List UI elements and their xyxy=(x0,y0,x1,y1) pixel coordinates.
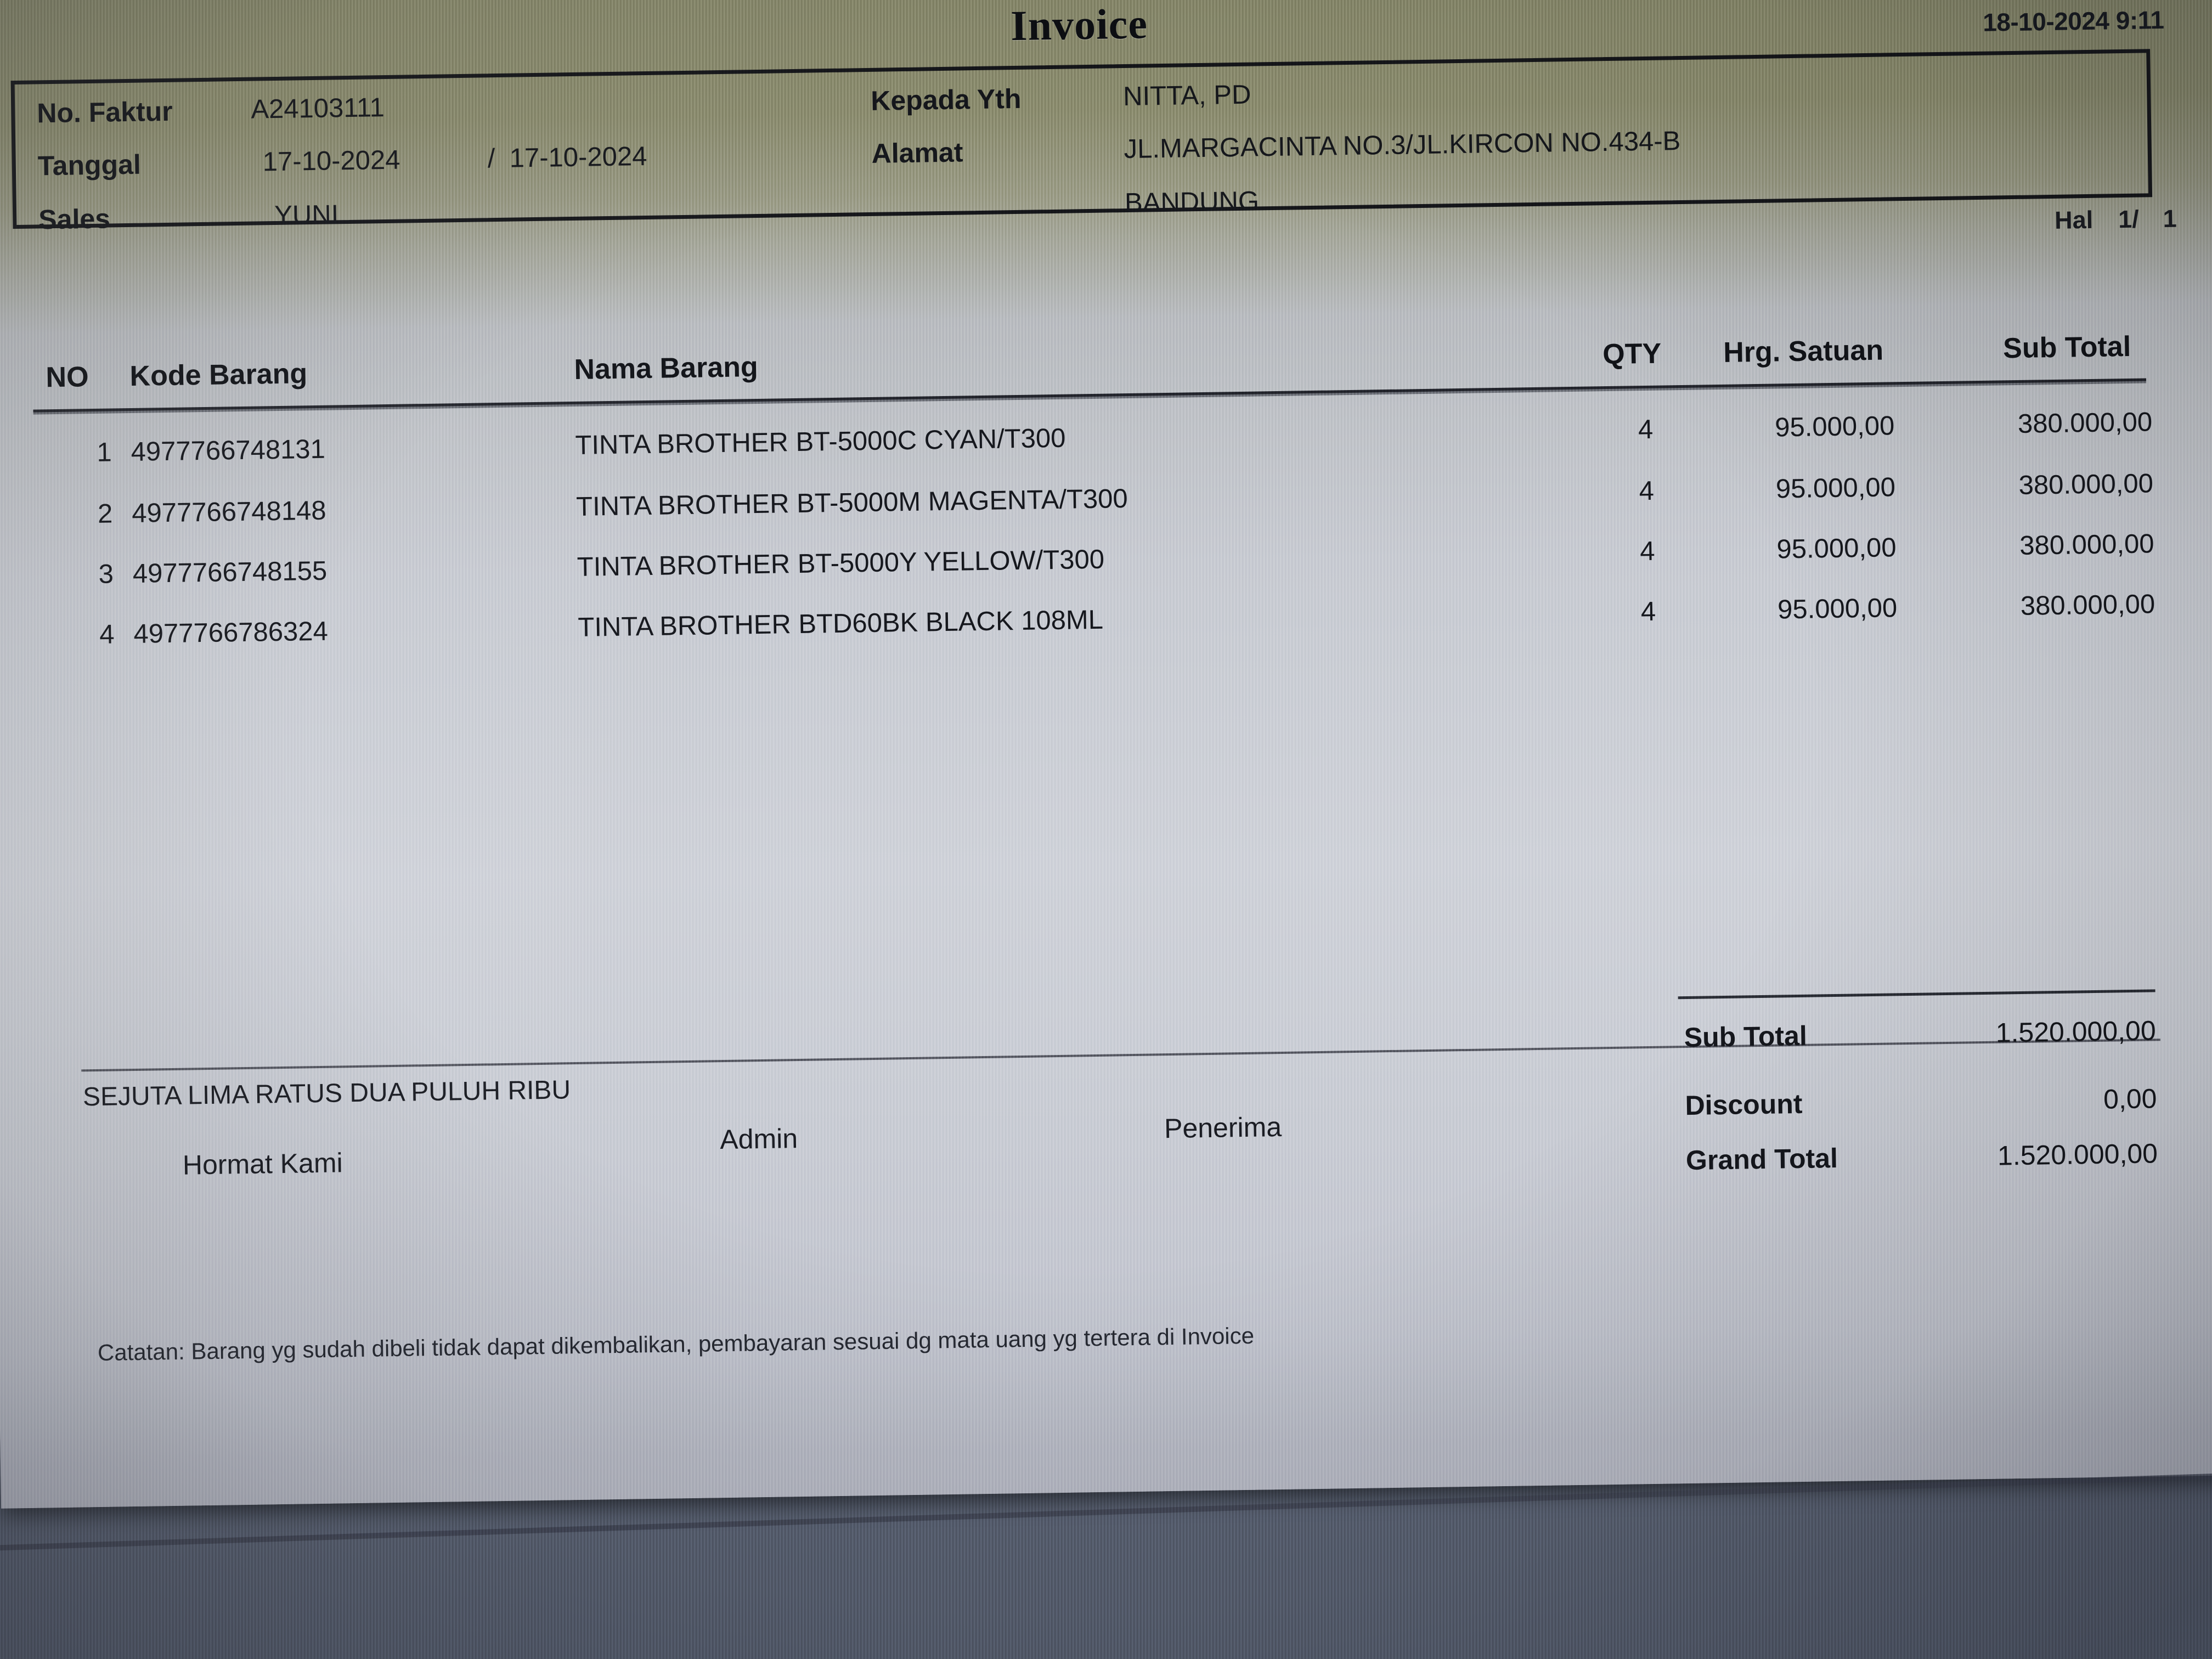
col-header-hrg-satuan: Hrg. Satuan xyxy=(1723,334,1884,369)
cell-subtotal: 380.000,00 xyxy=(2017,407,2153,439)
summary-divider xyxy=(81,1039,2160,1072)
value-grand-total: 1.520.000,00 xyxy=(1997,1138,2158,1171)
cell-no: 3 xyxy=(98,559,114,589)
amount-in-words: SEJUTA LIMA RATUS DUA PULUH RIBU xyxy=(82,1075,571,1112)
col-header-qty: QTY xyxy=(1602,337,1662,371)
value-sub-total: 1.520.000,00 xyxy=(1995,1015,2157,1048)
page-bottom-edge xyxy=(0,1470,2212,1552)
invoice-document: Invoice 18-10-2024 9:11 No. Faktur A2410… xyxy=(1,0,2212,1481)
label-kepada-yth: Kepada Yth xyxy=(870,83,1022,116)
signature-penerima: Penerima xyxy=(1164,1111,1282,1144)
col-header-no: NO xyxy=(46,361,89,394)
label-alamat: Alamat xyxy=(871,137,963,169)
signature-hormat-kami: Hormat Kami xyxy=(182,1147,343,1181)
cell-no: 4 xyxy=(99,619,115,650)
cell-kode: 4977766748148 xyxy=(131,495,326,528)
cell-qty: 4 xyxy=(1639,536,1655,567)
cell-kode: 4977766786324 xyxy=(133,616,329,649)
pagination-total: 1 xyxy=(2163,204,2177,233)
label-tanggal: Tanggal xyxy=(37,149,142,182)
pagination-current: 1/ xyxy=(2118,205,2140,234)
value-alamat-line2: BANDUNG xyxy=(1124,186,1260,218)
invoice-header-box: No. Faktur A24103111 Tanggal 17-10-2024 … xyxy=(10,49,2153,235)
table-header-row: NO Kode Barang Nama Barang QTY Hrg. Satu… xyxy=(6,330,2179,400)
cell-qty: 4 xyxy=(1640,596,1656,627)
cell-qty: 4 xyxy=(1639,476,1655,506)
cell-subtotal: 380.000,00 xyxy=(2018,469,2154,500)
page-title: Invoice xyxy=(1010,0,1148,50)
pagination-label: Hal xyxy=(2054,205,2094,234)
footer-note: Catatan: Barang yg sudah dibeli tidak da… xyxy=(97,1322,1255,1366)
cell-subtotal: 380.000,00 xyxy=(2019,529,2154,561)
value-tanggal: 17-10-2024 xyxy=(262,145,400,177)
cell-no: 1 xyxy=(96,437,112,467)
label-sub-total: Sub Total xyxy=(1684,1020,1808,1053)
cell-nama: TINTA BROTHER BT-5000C CYAN/T300 xyxy=(575,423,1066,460)
tanggal-separator: / xyxy=(487,144,495,174)
label-grand-total: Grand Total xyxy=(1685,1142,1838,1176)
label-no-faktur: No. Faktur xyxy=(36,95,173,129)
cell-harga: 95.000,00 xyxy=(1774,411,1895,443)
value-kepada-yth: NITTA, PD xyxy=(1122,80,1251,112)
cell-harga: 95.000,00 xyxy=(1775,472,1896,504)
value-discount: 0,00 xyxy=(2103,1083,2157,1115)
col-header-nama-barang: Nama Barang xyxy=(574,351,759,386)
col-header-kode-barang: Kode Barang xyxy=(129,358,308,392)
label-discount: Discount xyxy=(1685,1088,1803,1121)
pagination: Hal 1/1 xyxy=(2055,205,2177,235)
cell-subtotal: 380.000,00 xyxy=(2020,589,2155,621)
cell-qty: 4 xyxy=(1638,414,1654,445)
signature-admin: Admin xyxy=(719,1123,798,1155)
cell-kode: 4977766748131 xyxy=(131,434,326,467)
value-no-faktur: A24103111 xyxy=(250,93,385,125)
monitor-screen-surface: Invoice 18-10-2024 9:11 No. Faktur A2410… xyxy=(0,0,2212,1552)
value-alamat-line1: JL.MARGACINTA NO.3/JL.KIRCON NO.434-B xyxy=(1124,126,1681,165)
print-timestamp: 18-10-2024 9:11 xyxy=(1982,5,2164,37)
cell-no: 2 xyxy=(97,499,113,529)
value-sales: YUNI xyxy=(274,200,339,231)
totals-divider xyxy=(1678,989,2155,1000)
cell-harga: 95.000,00 xyxy=(1776,533,1897,565)
value-tanggal-jatuh-tempo: 17-10-2024 xyxy=(509,141,647,173)
cell-kode: 4977766748155 xyxy=(132,556,328,589)
col-header-sub-total: Sub Total xyxy=(2002,330,2131,365)
cell-harga: 95.000,00 xyxy=(1777,593,1898,625)
label-sales: Sales xyxy=(38,203,111,235)
